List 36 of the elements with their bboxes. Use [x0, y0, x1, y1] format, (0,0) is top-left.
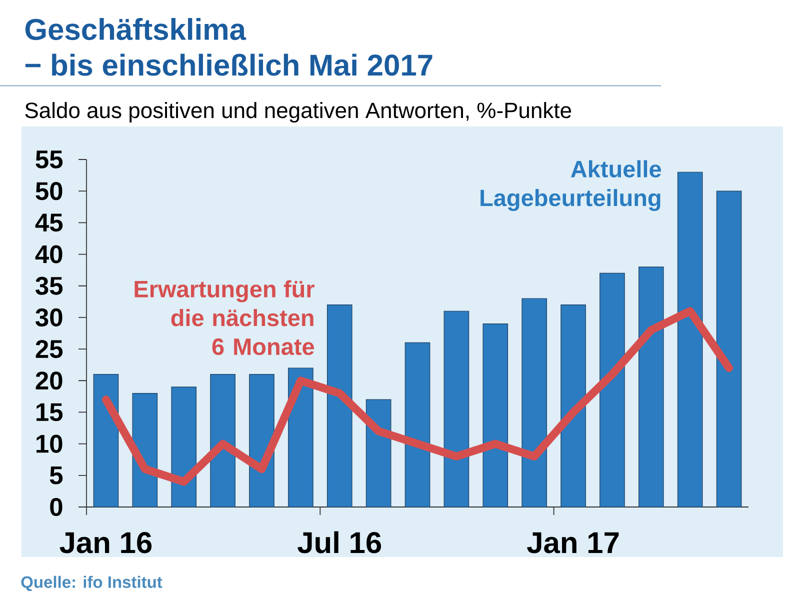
y-tick-label: 20	[36, 372, 62, 390]
y-tick-label: 45	[35, 214, 63, 232]
y-tick-label: 15	[36, 403, 63, 422]
source-note: Quelle: ifo Institut	[21, 576, 162, 592]
x-tick-label: Jan 16	[60, 532, 152, 554]
y-tick-label: 5	[50, 466, 63, 484]
chart-title: Geschäftsklima	[25, 18, 246, 40]
y-tick-label: 0	[50, 498, 62, 516]
x-tick-label: Jul 16	[298, 531, 382, 554]
bar	[288, 368, 314, 508]
bar	[444, 310, 470, 508]
x-tick-label: Jan 17	[527, 532, 619, 554]
bar	[522, 298, 547, 508]
bar	[366, 399, 392, 508]
y-tick-label: 50	[36, 182, 62, 200]
bar	[638, 266, 664, 508]
bar	[716, 190, 742, 508]
bar	[171, 386, 196, 508]
series-label: Aktuelle Lagebeurteilung	[480, 160, 662, 212]
y-tick-label: 55	[36, 150, 63, 168]
y-tick-label: 35	[36, 276, 63, 295]
y-tick-label: 25	[36, 340, 63, 358]
bar	[600, 272, 625, 508]
bar	[93, 374, 119, 508]
bar	[404, 342, 430, 508]
bar	[210, 374, 236, 508]
bar	[560, 304, 586, 508]
y-tick-label: 40	[35, 245, 62, 264]
y-tick-label: 10	[36, 434, 62, 453]
bar	[482, 323, 508, 508]
y-axis-title: Saldo aus positiven und negativen Antworten, %-Punkte	[25, 102, 572, 123]
bar	[326, 304, 352, 508]
chart-subtitle: − bis einschließlich Mai 2017	[25, 54, 432, 76]
series-label: Erwartungen für die nächsten 6 Monate	[134, 280, 314, 356]
y-tick-label: 30	[36, 308, 62, 326]
bar	[677, 172, 703, 508]
